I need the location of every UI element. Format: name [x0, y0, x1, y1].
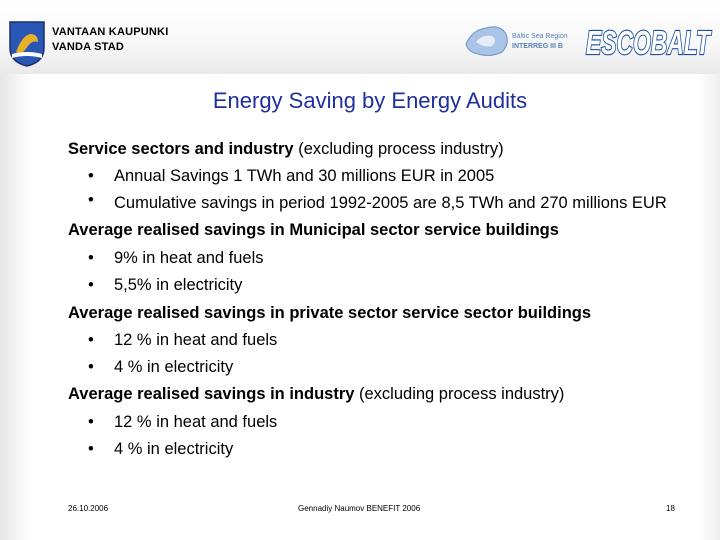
section-heading: Average realised savings in Municipal se… [68, 221, 559, 240]
interreg-logo: Baltic Sea Region INTERREG III B [465, 26, 568, 57]
slide-content: Service sectors and industry (excluding … [68, 136, 668, 463]
escobalt-logo: ESCOBALT [585, 23, 713, 62]
section-heading: Average realised savings in private sect… [68, 304, 592, 323]
vantaa-crest-icon [9, 21, 45, 67]
right-margin-shade [698, 74, 720, 540]
list-item: • 12 % in heat and fuels [68, 327, 668, 354]
footer-author: Gennadiy Naumov BENEFIT 2006 [298, 504, 421, 513]
list-item: • 12 % in heat and fuels [68, 409, 668, 436]
section-heading: Service sectors and industry (excluding … [68, 140, 504, 158]
interreg-text-line2: INTERREG III B [512, 43, 563, 50]
bullet-icon: • [88, 275, 94, 294]
list-item: • 4 % in electricity [68, 436, 668, 463]
list-item: • 4 % in electricity [68, 354, 668, 381]
city-name-swedish: VANDA STAD [52, 41, 125, 53]
bullet-icon: • [88, 248, 94, 267]
list-item: • Cumulative savings in period 1992-2005 … [88, 191, 667, 213]
interreg-text-line1: Baltic Sea Region [512, 33, 568, 40]
footer-date: 26.10.2006 [68, 504, 109, 513]
slide-title: Energy Saving by Energy Audits [212, 88, 528, 113]
section-heading: Average realised savings in industry (ex… [68, 385, 565, 404]
escobalt-logo-text: ESCOBALT [586, 24, 712, 61]
bullet-icon: • [88, 439, 94, 458]
page-number: 18 [666, 504, 675, 513]
bullet-icon: • [88, 412, 94, 431]
header-bar [0, 0, 720, 74]
bullet-icon: • [88, 331, 94, 350]
left-margin-shade [0, 74, 32, 540]
city-name-finnish: VANTAAN KAUPUNKI [52, 26, 169, 38]
bullet-icon: • [88, 191, 94, 210]
list-item: • 9% in heat and fuels [68, 245, 668, 272]
bullet-icon: • [88, 358, 94, 377]
list-item: • 5,5% in electricity [68, 272, 668, 299]
list-item: • Annual Savings 1 TWh and 30 millions EU… [68, 163, 668, 190]
bullet-icon: • [88, 167, 94, 186]
